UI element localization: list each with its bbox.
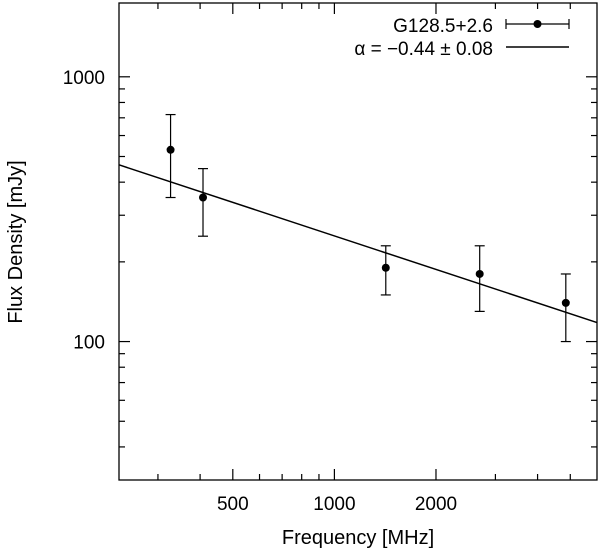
data-point (166, 145, 175, 154)
legend: G128.5+2.6α = −0.44 ± 0.08 (354, 16, 570, 60)
data-point (199, 193, 208, 202)
y-tick-label: 100 (73, 333, 105, 354)
x-tick-label: 500 (217, 494, 249, 515)
data-point (561, 298, 570, 307)
legend-label-points: G128.5+2.6 (393, 16, 493, 37)
legend-marker (533, 20, 542, 28)
x-tick-label: 1000 (313, 494, 355, 515)
plot-frame (118, 2, 598, 481)
fit-line-group (118, 164, 598, 324)
axis-tick-labels: 500 1000 2000 100 1000 (63, 68, 457, 515)
x-axis-title: Frequency [MHz] (282, 527, 434, 549)
data-points-group (165, 113, 571, 343)
x-tick-label: 2000 (415, 494, 457, 515)
fit-line (118, 164, 598, 324)
y-tick-label: 1000 (63, 68, 105, 89)
data-point (381, 263, 390, 272)
legend-label-fit: α = −0.44 ± 0.08 (354, 39, 493, 60)
axis-ticks (119, 3, 597, 480)
data-point (475, 269, 484, 278)
y-axis-title: Flux Density [mJy] (5, 160, 27, 323)
